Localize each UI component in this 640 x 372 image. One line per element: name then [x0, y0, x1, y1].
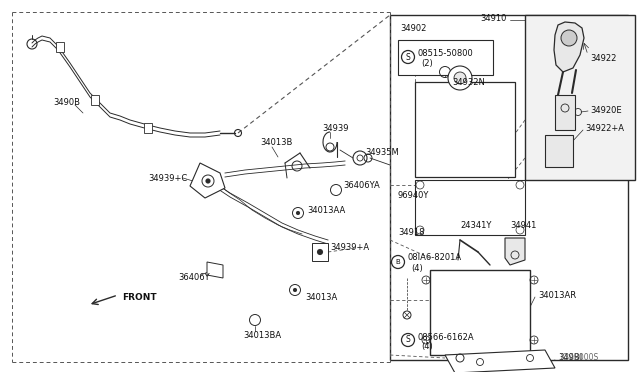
Bar [415, 82, 515, 177]
Circle shape [561, 30, 577, 46]
Text: 36406YA: 36406YA [343, 180, 380, 189]
Text: 34910: 34910 [480, 13, 506, 22]
Bar [430, 270, 530, 355]
Text: (4): (4) [411, 263, 423, 273]
Polygon shape [144, 123, 152, 133]
Text: 34939+C: 34939+C [148, 173, 188, 183]
Text: 3490B: 3490B [53, 97, 80, 106]
Text: 34941: 34941 [510, 221, 536, 230]
Polygon shape [505, 238, 525, 265]
Polygon shape [190, 163, 225, 198]
Circle shape [293, 288, 297, 292]
Text: 34939: 34939 [322, 124, 349, 132]
Text: 96940Y: 96940Y [398, 190, 429, 199]
Text: FRONT: FRONT [122, 292, 157, 301]
Text: 34922: 34922 [590, 54, 616, 62]
Text: 08515-50800: 08515-50800 [418, 48, 474, 58]
Text: 34013BA: 34013BA [243, 330, 281, 340]
Text: S: S [406, 52, 410, 61]
Bar [312, 243, 328, 261]
Bar [555, 95, 575, 130]
Circle shape [454, 72, 466, 84]
Text: 24341Y: 24341Y [460, 221, 492, 230]
Text: S: S [406, 336, 410, 344]
Text: 08566-6162A: 08566-6162A [418, 333, 475, 341]
Polygon shape [207, 262, 223, 278]
Text: 34013AA: 34013AA [307, 205, 345, 215]
Text: (4): (4) [421, 343, 433, 352]
Text: (2): (2) [421, 58, 433, 67]
Text: 34902: 34902 [400, 23, 426, 32]
Bar [545, 135, 573, 167]
Text: 34013A: 34013A [305, 294, 337, 302]
Text: 34920E: 34920E [590, 106, 621, 115]
Text: 34013AR: 34013AR [538, 291, 576, 299]
Text: B: B [396, 259, 401, 265]
Text: 34013B: 34013B [260, 138, 292, 147]
Circle shape [448, 66, 472, 90]
Bar [415, 180, 525, 235]
Text: 34932N: 34932N [452, 77, 485, 87]
Text: 08IA6-8201A: 08IA6-8201A [408, 253, 462, 263]
Polygon shape [91, 95, 99, 105]
Circle shape [317, 249, 323, 255]
Text: 34935M: 34935M [365, 148, 399, 157]
Text: 34922+A: 34922+A [585, 124, 624, 132]
Circle shape [296, 211, 300, 215]
Text: 34918: 34918 [398, 228, 424, 237]
Text: 349BI: 349BI [558, 353, 582, 362]
Text: 34939+A: 34939+A [330, 243, 369, 251]
Polygon shape [56, 42, 64, 52]
Text: X349000S: X349000S [560, 353, 599, 362]
Bar [390, 15, 628, 360]
Bar [398, 40, 493, 75]
Polygon shape [445, 350, 555, 372]
Circle shape [205, 179, 211, 183]
Text: 36406Y: 36406Y [178, 273, 210, 282]
Polygon shape [554, 22, 584, 72]
Bar [525, 15, 635, 180]
